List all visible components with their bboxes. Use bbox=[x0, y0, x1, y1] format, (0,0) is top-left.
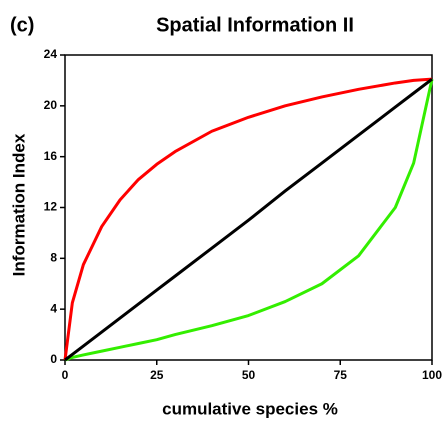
y-tick-label: 16 bbox=[44, 149, 58, 163]
y-axis-label: Information Index bbox=[9, 133, 28, 276]
y-tick-label: 4 bbox=[50, 301, 57, 315]
y-tick-label: 12 bbox=[44, 200, 58, 214]
panel-label: (c) bbox=[10, 14, 34, 36]
x-tick-label: 75 bbox=[334, 368, 348, 382]
y-tick-label: 24 bbox=[44, 47, 58, 61]
x-tick-label: 0 bbox=[62, 368, 69, 382]
chart-title: Spatial Information II bbox=[156, 14, 354, 36]
line-series bbox=[64, 77, 433, 362]
x-tick-label: 50 bbox=[242, 368, 256, 382]
x-tick-label: 100 bbox=[422, 368, 442, 382]
x-tick-label: 25 bbox=[150, 368, 164, 382]
line-series bbox=[63, 77, 433, 361]
line-series bbox=[64, 78, 434, 362]
y-tick-label: 0 bbox=[50, 352, 57, 366]
x-axis-label: cumulative species % bbox=[162, 399, 338, 418]
y-tick-label: 20 bbox=[44, 98, 58, 112]
y-tick-label: 8 bbox=[50, 251, 57, 265]
